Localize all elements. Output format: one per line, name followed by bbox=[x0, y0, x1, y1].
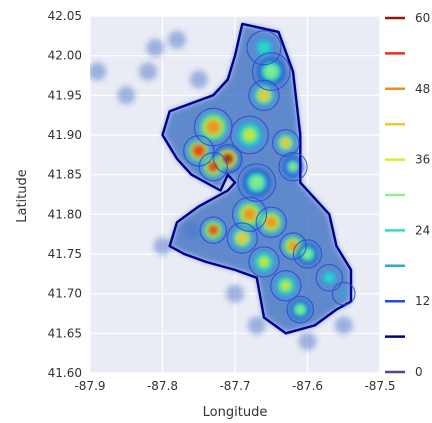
y-tick-label: 41.85 bbox=[48, 168, 82, 182]
y-tick-label: 41.75 bbox=[48, 247, 82, 261]
contour-ring bbox=[271, 129, 300, 157]
halo-point bbox=[146, 38, 165, 57]
contour-ring bbox=[255, 206, 287, 238]
hotspot-blob bbox=[264, 64, 279, 79]
contour-ring bbox=[286, 295, 315, 324]
hotspot-blob bbox=[295, 304, 306, 315]
y-tick-label: 41.60 bbox=[48, 366, 82, 380]
hotspot-blob bbox=[236, 232, 248, 244]
y-tick-label: 41.70 bbox=[48, 287, 82, 301]
colorbar-tick-label: 0 bbox=[415, 365, 423, 379]
contour-ring bbox=[251, 52, 291, 91]
halo-point bbox=[153, 237, 172, 256]
colorbar-tick-label: 24 bbox=[415, 223, 430, 237]
x-tick-label: -87.9 bbox=[74, 379, 105, 393]
hotspot-blob bbox=[243, 208, 256, 221]
contour-ring bbox=[237, 163, 277, 203]
y-axis-title: Latitude bbox=[15, 169, 30, 223]
contour-ring bbox=[279, 232, 307, 260]
hotspot-blob bbox=[280, 280, 292, 292]
contour-ring bbox=[278, 152, 308, 182]
y-tick-label: 42.05 bbox=[48, 9, 82, 23]
y-tick-label: 42.00 bbox=[48, 49, 82, 63]
contour-ring bbox=[230, 115, 269, 155]
hotspot-blob bbox=[280, 138, 291, 148]
contour-ring bbox=[292, 239, 323, 269]
hotspot-blob bbox=[242, 128, 257, 142]
contour-ring bbox=[199, 216, 228, 244]
halo-point bbox=[117, 86, 136, 105]
contour-ring bbox=[231, 196, 268, 232]
halo-point bbox=[247, 316, 266, 335]
contour-ring bbox=[213, 144, 243, 174]
hotspot-blob bbox=[257, 41, 271, 55]
contour-ring bbox=[198, 152, 228, 182]
contour-ring bbox=[246, 30, 282, 66]
hotspot-blob bbox=[193, 145, 205, 157]
x-axis-title: Longitude bbox=[203, 405, 268, 420]
contour-ring bbox=[331, 281, 356, 306]
contour-ring bbox=[270, 270, 302, 302]
hotspot-blob bbox=[249, 175, 264, 190]
colorbar-tick-label: 60 bbox=[415, 11, 430, 25]
contour-ring bbox=[226, 222, 258, 254]
halo-point bbox=[189, 70, 208, 89]
hotspot-blob bbox=[324, 272, 335, 283]
hotspot-blob bbox=[288, 241, 298, 251]
halo-point bbox=[168, 30, 186, 49]
hotspot-blob bbox=[258, 256, 270, 268]
halo-point bbox=[298, 332, 317, 351]
x-tick-label: -87.6 bbox=[292, 379, 323, 393]
colorbar-tick-label: 48 bbox=[415, 82, 430, 96]
contour-ring bbox=[248, 246, 280, 278]
y-tick-labels: 41.60 41.65 41.70 41.75 41.80 41.85 41.90 41.95… bbox=[48, 9, 82, 380]
hotspot-blob bbox=[287, 161, 299, 172]
colorbar-tick-label: 12 bbox=[415, 294, 430, 308]
contour-ring bbox=[315, 263, 344, 292]
hotspot-blob bbox=[339, 289, 348, 298]
halo-point bbox=[139, 62, 157, 81]
contour-ring bbox=[248, 79, 280, 112]
colorbar: 0 12 24 36 48 60 bbox=[385, 11, 430, 379]
x-tick-labels: -87.9 -87.8 -87.7 -87.6 -87.5 bbox=[74, 379, 395, 393]
hotspot-blob bbox=[208, 225, 219, 236]
halo-point bbox=[226, 284, 244, 303]
colorbar-tick-label: 36 bbox=[415, 153, 430, 167]
y-tick-label: 41.65 bbox=[48, 326, 82, 340]
halo-point bbox=[90, 62, 107, 81]
halo-point bbox=[334, 316, 353, 335]
y-tick-label: 41.95 bbox=[48, 88, 82, 102]
hotspot-blob bbox=[258, 89, 270, 101]
y-tick-label: 41.80 bbox=[48, 207, 82, 221]
contour-lines bbox=[161, 22, 356, 335]
x-tick-label: -87.5 bbox=[364, 379, 395, 393]
x-tick-label: -87.8 bbox=[147, 379, 178, 393]
contour-outer bbox=[161, 22, 353, 335]
hotspot-blob bbox=[208, 161, 219, 172]
hotspot-blob bbox=[206, 120, 221, 135]
x-tick-label: -87.7 bbox=[219, 379, 250, 393]
y-tick-label: 41.90 bbox=[48, 128, 82, 142]
hotspot-blob bbox=[222, 153, 233, 164]
hotspot-blob bbox=[265, 216, 277, 228]
